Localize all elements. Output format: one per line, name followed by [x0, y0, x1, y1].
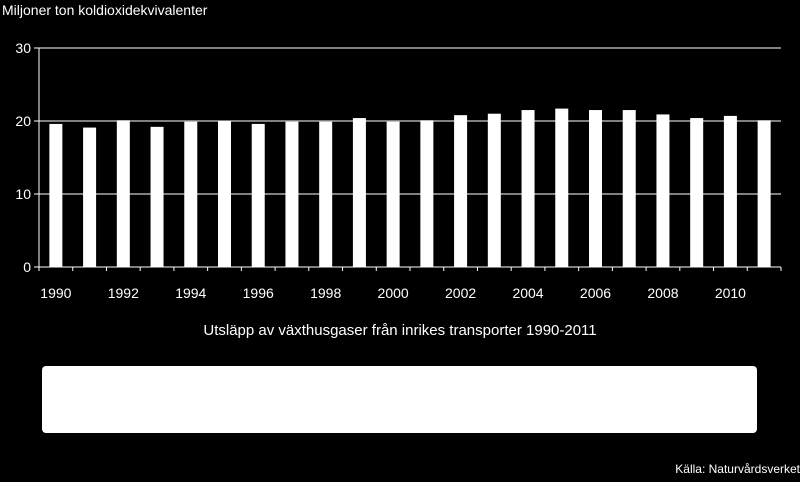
chart-title: Utsläpp av växthusgaser från inrikes tra…: [203, 322, 597, 339]
bar-1996: [251, 123, 265, 267]
bar-2007: [622, 110, 636, 267]
x-tick-label: 1994: [175, 285, 206, 301]
x-tick-label: 2004: [512, 285, 543, 301]
y-axis-label: Miljoner ton koldioxidekvivalenter: [2, 2, 208, 18]
bar-2011: [757, 120, 771, 268]
bar-2003: [487, 113, 501, 267]
x-tick-label: 1998: [310, 285, 341, 301]
bar-1998: [319, 121, 333, 267]
bar-1993: [150, 126, 164, 267]
bar-2004: [521, 110, 535, 267]
y-tick-label: 0: [23, 259, 31, 275]
x-tick-label: 2006: [580, 285, 611, 301]
bar-1999: [352, 118, 366, 267]
bar-1995: [218, 121, 231, 267]
y-tick-label: 10: [15, 186, 31, 202]
x-tick-label: 2008: [647, 285, 678, 301]
bar-1992: [116, 120, 130, 268]
x-tick-label: 2002: [445, 285, 476, 301]
y-tick-label: 20: [15, 113, 31, 129]
x-tick-label: 2000: [378, 285, 409, 301]
bar-1994: [184, 121, 198, 267]
bar-1997: [285, 121, 299, 267]
x-tick-label: 1990: [40, 285, 71, 301]
bar-2005: [555, 108, 569, 267]
bar-2000: [386, 121, 400, 267]
bar-2009: [690, 118, 704, 267]
y-tick-label: 30: [15, 40, 31, 56]
source-note: Källa: Naturvårdsverket: [675, 462, 800, 476]
x-tick-label: 1996: [243, 285, 274, 301]
bar-1990: [49, 123, 63, 267]
bar-2006: [589, 110, 602, 267]
bar-1991: [83, 127, 97, 267]
x-tick-label: 2010: [715, 285, 746, 301]
bar-2001: [420, 120, 434, 268]
bar-2010: [723, 115, 737, 267]
bar-2002: [454, 115, 468, 267]
x-tick-label: 1992: [108, 285, 139, 301]
bar-2008: [656, 114, 670, 268]
blank-panel: [42, 366, 757, 433]
